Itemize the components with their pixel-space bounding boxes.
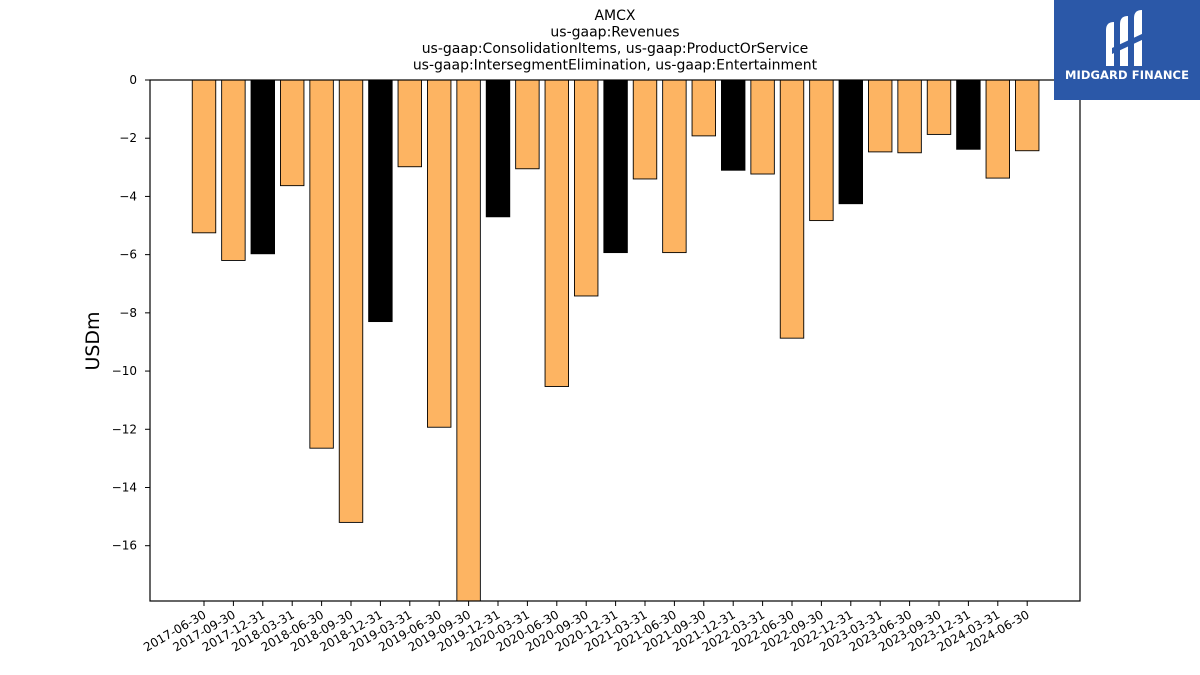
x-axis: 2017-06-302017-09-302017-12-312018-03-31… [141,601,1032,654]
bar [956,79,981,150]
logo-mark-icon [1106,10,1146,66]
plot-frame [149,79,1081,602]
bar [250,79,276,255]
chart-title-line: us-gaap:Revenues [550,25,679,41]
bar [897,79,922,154]
chart-title: AMCXus-gaap:Revenuesus-gaap:Consolidatio… [413,8,818,74]
y-tick-label: −2 [119,131,137,145]
bar [338,79,364,523]
y-tick-label: −8 [119,306,137,320]
midgard-finance-logo: MIDGARD FINANCE [1054,0,1200,100]
bar [397,79,422,168]
bar [838,79,863,205]
bar [691,79,716,137]
y-axis: 0 −2 −4 −6 −8 −10 −12 −14 −16 [112,73,150,553]
logo-text: MIDGARD FINANCE [1064,68,1190,82]
bar [1015,79,1040,152]
bars [191,79,1040,602]
bar [456,79,481,602]
y-axis-label: USDm [82,311,104,370]
bar [926,79,952,135]
bar [427,79,452,428]
chart-title-line: us-gaap:IntersegmentElimination, us-gaap… [413,58,818,74]
bar [280,79,305,187]
bar [574,79,599,297]
y-tick-label: −16 [112,539,137,553]
bar [603,79,628,254]
y-tick-label: −14 [112,480,137,494]
y-tick-label: −10 [112,364,137,378]
bar [868,79,893,153]
y-tick-label: −12 [112,422,137,436]
y-tick-label: −6 [119,248,137,262]
bar [985,79,1010,179]
bar [632,79,658,180]
y-tick-label: −4 [119,189,137,203]
bar [221,79,246,261]
bar [309,79,334,449]
bar [191,79,217,234]
y-tick-label: 0 [129,73,137,87]
bar [809,79,834,222]
bar [485,79,511,218]
bar [721,79,746,171]
bar [750,79,775,175]
bar [662,79,687,254]
bar [515,79,540,170]
bar [368,79,393,323]
chart-title-line: us-gaap:ConsolidationItems, us-gaap:Prod… [422,41,809,57]
bar [544,79,569,387]
bar [779,79,805,339]
chart-title-line: AMCX [594,8,635,24]
